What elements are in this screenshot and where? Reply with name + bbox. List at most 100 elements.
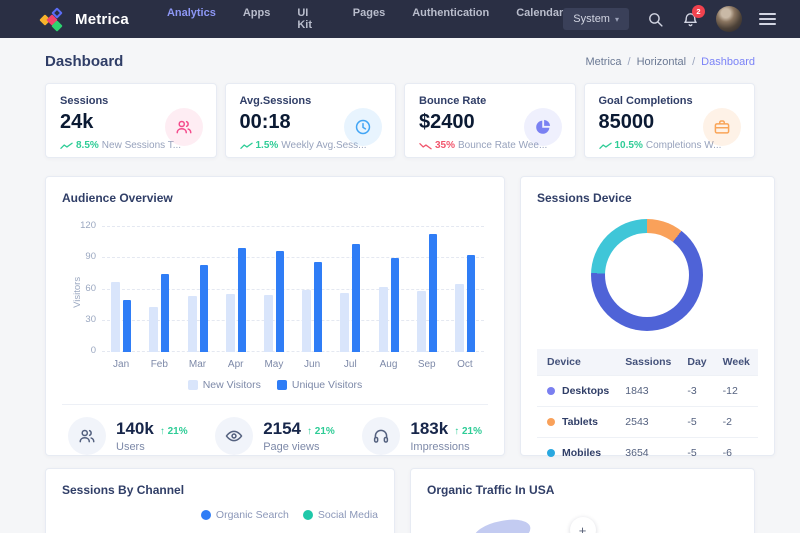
bottom-row: Sessions By Channel Organic Search Social… [45, 468, 755, 533]
bar-unique-visitors [237, 247, 246, 352]
channel-legend-organic-search[interactable]: Organic Search [200, 509, 289, 521]
nav-item-analytics[interactable]: Analytics [166, 7, 216, 19]
bar-group-feb[interactable] [140, 227, 178, 352]
search-icon [648, 12, 663, 27]
main-row: Audience Overview Visitors 0 30 60 90 120 Ja… [45, 176, 775, 468]
trend-up-icon [60, 142, 73, 150]
bar-group-jul[interactable] [331, 227, 369, 352]
stat-card-value: 00:18 [239, 111, 291, 133]
x-tick-feb: Feb [150, 359, 168, 370]
x-tick-oct: Oct [457, 359, 473, 370]
table-row-desktops[interactable]: Desktops 1843 -3 -12 [537, 375, 758, 407]
x-tick-jan: Jan [113, 359, 130, 370]
bar-unique-visitors [161, 273, 170, 352]
bar-group-sep[interactable] [408, 227, 446, 352]
breadcrumb-item-metrica[interactable]: Metrica [585, 55, 622, 68]
page-title: Dashboard [45, 53, 124, 70]
device-sassions: 2543 [617, 406, 680, 438]
chevron-down-icon: ▾ [614, 14, 619, 24]
menu-toggle-button[interactable] [759, 13, 776, 25]
audience-stat-label: Impressions [410, 441, 470, 453]
bar-new-visitors [149, 307, 159, 352]
device-week: -12 [714, 375, 758, 407]
user-avatar[interactable] [716, 6, 742, 32]
organic-traffic-title: Organic Traffic In USA [427, 483, 555, 497]
device-day: -5 [679, 406, 715, 438]
x-tick-jul: Jul [343, 359, 357, 370]
x-tick-jun: Jun [304, 359, 321, 370]
bar-group-oct[interactable] [446, 227, 484, 352]
stat-card-desc-text: New Sessions T... [101, 140, 182, 151]
main-nav: Analytics Apps UI Kit Pages Authentication Ca… [167, 7, 563, 31]
stat-card-title: Goal Completions [598, 95, 693, 107]
bar-unique-visitors [352, 243, 361, 352]
breadcrumb-item-horizontal[interactable]: Horizontal [636, 55, 687, 68]
brand-logo[interactable]: Metrica [39, 7, 129, 32]
bar-unique-visitors [314, 262, 323, 352]
map-zoom-in-button[interactable]: + [569, 517, 596, 533]
briefcase-icon [703, 108, 741, 146]
bar-unique-visitors [428, 234, 437, 352]
users-icon [68, 417, 106, 455]
audience-stat-delta: ↑ 21% [307, 426, 335, 437]
bar-unique-visitors [466, 255, 475, 352]
eye-icon [215, 417, 254, 455]
table-row-mobiles[interactable]: Mobiles 3654 -5 -6 [537, 437, 758, 468]
bar-group-mar[interactable] [178, 227, 216, 352]
gridline-0 [102, 351, 484, 352]
search-button[interactable] [646, 10, 664, 28]
stat-card-sessions: Sessions 24k 8.5% New Sessions T... [45, 83, 217, 158]
device-col-week: Week [714, 349, 758, 376]
device-day: -5 [679, 437, 715, 468]
sessions-device-donut-chart[interactable] [591, 219, 704, 331]
notification-badge: 2 [692, 5, 705, 18]
hamburger-icon [759, 13, 776, 15]
brand-name: Metrica [75, 10, 129, 28]
bar-new-visitors [187, 295, 197, 352]
sessions-device-title: Sessions Device [537, 191, 632, 205]
audience-bar-chart[interactable]: Visitors 0 30 60 90 120 [72, 220, 484, 356]
nav-item-calendar[interactable]: Calendar [516, 7, 564, 19]
stat-card-description: 35% Bounce Rate Wee... [419, 140, 561, 151]
y-tick-90: 90 [85, 251, 96, 263]
gridline-120 [102, 226, 484, 227]
system-dropdown[interactable]: System ▾ [563, 8, 629, 30]
stat-card-desc-text: Weekly Avg.Sess... [281, 140, 367, 151]
audience-stat-label: Page views [263, 441, 320, 453]
bar-unique-visitors [275, 251, 284, 352]
legend-item-unique-visitors[interactable]: Unique Visitors [276, 379, 362, 391]
nav-item-authentication[interactable]: Authentication [412, 7, 490, 19]
gridline-30 [102, 319, 484, 321]
channel-legend-social-media[interactable]: Social Media [302, 509, 378, 521]
legend-label: Organic Search [215, 509, 289, 521]
legend-label: New Visitors [202, 379, 261, 391]
notifications-button[interactable]: 2 [681, 5, 705, 28]
table-row-tablets[interactable]: Tablets 2543 -5 -2 [537, 406, 758, 438]
stat-card-desc-text: Bounce Rate Wee... [458, 140, 548, 151]
nav-item-ui-kit[interactable]: UI Kit [297, 7, 313, 31]
stat-card-title: Avg.Sessions [239, 95, 312, 107]
sessions-by-channel-card: Sessions By Channel Organic Search Social… [45, 468, 395, 533]
audience-stat-users: 140k ↑ 21% Users [68, 417, 188, 455]
legend-item-new-visitors[interactable]: New Visitors [187, 379, 261, 391]
nav-item-apps[interactable]: Apps [242, 7, 271, 19]
device-name: Desktops [547, 385, 609, 397]
breadcrumb-separator: / [627, 55, 631, 68]
bar-group-aug[interactable] [369, 227, 407, 352]
page-header: Dashboard Metrica / Horizontal / Dashboard [0, 38, 800, 83]
topbar-right: System ▾ 2 [563, 5, 776, 32]
x-tick-mar: Mar [188, 359, 207, 370]
bar-new-visitors [263, 294, 273, 352]
bar-group-may[interactable] [255, 227, 293, 352]
donut-wrap [537, 219, 758, 331]
device-table: Device Sassions Day Week Desktops 1843 -3 -12 T… [537, 349, 758, 468]
audience-stat-delta: ↑ 21% [454, 426, 482, 437]
breadcrumb-item-dashboard[interactable]: Dashboard [701, 55, 755, 68]
bar-group-apr[interactable] [217, 227, 255, 352]
bar-group-jun[interactable] [293, 227, 331, 352]
stat-card-avg-sessions: Avg.Sessions 00:18 1.5% Weekly Avg.Sess... [224, 83, 396, 158]
nav-item-pages[interactable]: Pages [352, 7, 386, 19]
bar-group-jan[interactable] [102, 227, 140, 352]
bar-unique-visitors [123, 299, 132, 352]
device-dot [547, 387, 555, 395]
